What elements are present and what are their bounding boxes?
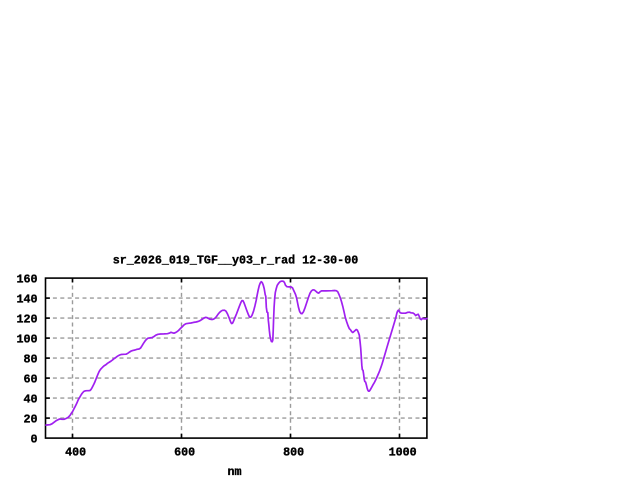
svg-text:800: 800 xyxy=(283,445,304,459)
svg-text:100: 100 xyxy=(16,333,37,347)
svg-text:0: 0 xyxy=(30,433,37,447)
svg-text:140: 140 xyxy=(16,293,37,307)
svg-text:1000: 1000 xyxy=(389,445,417,459)
svg-text:80: 80 xyxy=(23,353,37,367)
svg-text:120: 120 xyxy=(16,313,37,327)
svg-text:60: 60 xyxy=(23,373,37,387)
svg-text:400: 400 xyxy=(65,445,86,459)
svg-text:nm: nm xyxy=(227,465,241,479)
svg-text:20: 20 xyxy=(23,413,37,427)
svg-text:600: 600 xyxy=(174,445,195,459)
svg-text:sr_2026_019_TGF__y03_r_rad 12-: sr_2026_019_TGF__y03_r_rad 12-30-00 xyxy=(113,254,358,268)
svg-text:160: 160 xyxy=(16,273,37,287)
svg-text:40: 40 xyxy=(23,393,37,407)
